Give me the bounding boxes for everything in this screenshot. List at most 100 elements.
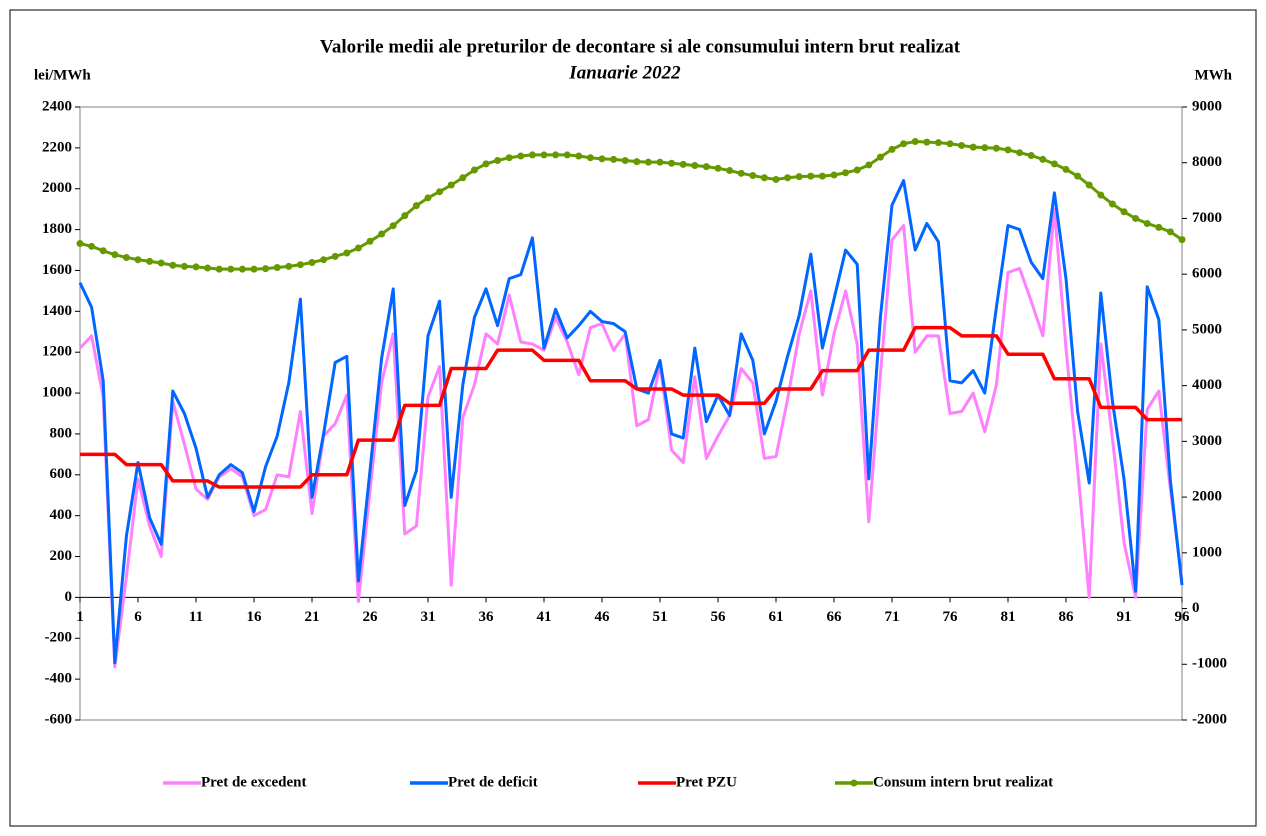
x-tick-label: 96: [1175, 609, 1191, 625]
series-marker: [494, 156, 502, 164]
series-marker: [668, 159, 676, 167]
y2-tick-label: 8000: [1192, 154, 1222, 170]
y-tick-label: 2000: [42, 180, 72, 196]
x-tick-label: 11: [189, 609, 203, 625]
series-marker: [853, 166, 861, 174]
series-marker: [679, 160, 687, 168]
x-tick-label: 91: [1117, 609, 1132, 625]
series-marker: [818, 172, 826, 180]
x-tick-label: 46: [595, 609, 611, 625]
series-marker: [737, 169, 745, 177]
series-marker: [88, 242, 96, 250]
series-marker: [1178, 236, 1186, 244]
series-marker: [923, 138, 931, 146]
series-marker: [772, 175, 780, 183]
series-marker: [1166, 228, 1174, 236]
x-tick-label: 61: [769, 609, 784, 625]
series-marker: [726, 167, 734, 175]
plot-area: [79, 106, 1183, 721]
y2-tick-label: 9000: [1192, 98, 1222, 114]
y2-tick-label: 2000: [1192, 489, 1222, 505]
x-tick-label: 66: [827, 609, 843, 625]
x-tick-label: 76: [943, 609, 959, 625]
x-tick-label: 86: [1059, 609, 1075, 625]
legend-label: Pret de deficit: [448, 774, 538, 790]
series-marker: [459, 174, 467, 182]
series-marker: [702, 163, 710, 171]
series-marker: [1074, 172, 1082, 180]
x-tick-label: 1: [76, 609, 84, 625]
series-marker: [714, 164, 722, 172]
series-marker: [888, 145, 896, 153]
y-tick-label: -400: [45, 671, 73, 687]
legend-label: Pret PZU: [676, 774, 737, 790]
y2-tick-label: -1000: [1192, 656, 1227, 672]
series-marker: [807, 172, 815, 180]
series-marker: [621, 156, 629, 164]
series-line: [80, 325, 1182, 489]
x-tick-label: 71: [885, 609, 900, 625]
series-marker: [656, 158, 664, 166]
series-marker: [76, 240, 84, 248]
series-marker: [563, 151, 571, 159]
series-marker: [1143, 219, 1151, 227]
series-marker: [470, 166, 478, 174]
y-tick-label: 200: [50, 548, 73, 564]
series-marker: [691, 162, 699, 170]
legend-label: Pret de excedent: [201, 774, 307, 790]
series-marker: [1085, 181, 1093, 189]
series-marker: [366, 237, 374, 245]
x-tick-label: 26: [363, 609, 379, 625]
series-marker: [760, 174, 768, 182]
series-marker: [320, 256, 328, 264]
series-marker: [215, 265, 223, 273]
series-marker: [412, 202, 420, 210]
y2-tick-label: 7000: [1192, 210, 1222, 226]
series-marker: [969, 143, 977, 151]
series-marker: [1050, 160, 1058, 168]
series-marker: [911, 138, 919, 146]
series-marker: [296, 261, 304, 269]
series-marker: [111, 251, 119, 259]
chart-title: Valorile medii ale preturilor de deconta…: [320, 36, 961, 57]
series-marker: [250, 265, 258, 273]
y2-tick-label: -2000: [1192, 711, 1227, 727]
x-tick-label: 31: [421, 609, 436, 625]
series-marker: [946, 140, 954, 148]
series-marker: [552, 151, 560, 159]
series-marker: [1039, 155, 1047, 163]
series-marker: [517, 152, 525, 160]
series-marker: [575, 152, 583, 160]
series-marker: [830, 171, 838, 179]
y-tick-label: -600: [45, 711, 73, 727]
series-marker: [633, 158, 641, 166]
legend-marker: [850, 779, 858, 787]
y-axis-label: lei/MWh: [34, 67, 91, 83]
series-marker: [528, 151, 536, 159]
series-marker: [1004, 146, 1012, 154]
series-marker: [262, 265, 270, 273]
series-marker: [227, 265, 235, 273]
series-line: [78, 179, 1184, 665]
legend-label: Consum intern brut realizat: [873, 774, 1053, 790]
series-marker: [401, 212, 409, 220]
x-tick-label: 51: [653, 609, 668, 625]
series-marker: [784, 174, 792, 182]
x-tick-label: 41: [537, 609, 552, 625]
x-tick-label: 36: [479, 609, 495, 625]
series-marker: [795, 173, 803, 181]
series-marker: [865, 161, 873, 169]
series-marker: [598, 155, 606, 163]
y2-tick-label: 0: [1192, 600, 1200, 616]
series-marker: [99, 247, 107, 255]
series-marker: [273, 263, 281, 271]
series-marker: [134, 256, 142, 264]
series-marker: [842, 169, 850, 177]
series-marker: [389, 222, 397, 230]
series-marker: [180, 262, 188, 270]
series-marker: [992, 144, 1000, 152]
series-marker: [749, 172, 757, 180]
y-tick-label: 2200: [42, 139, 72, 155]
series-marker: [540, 151, 548, 159]
